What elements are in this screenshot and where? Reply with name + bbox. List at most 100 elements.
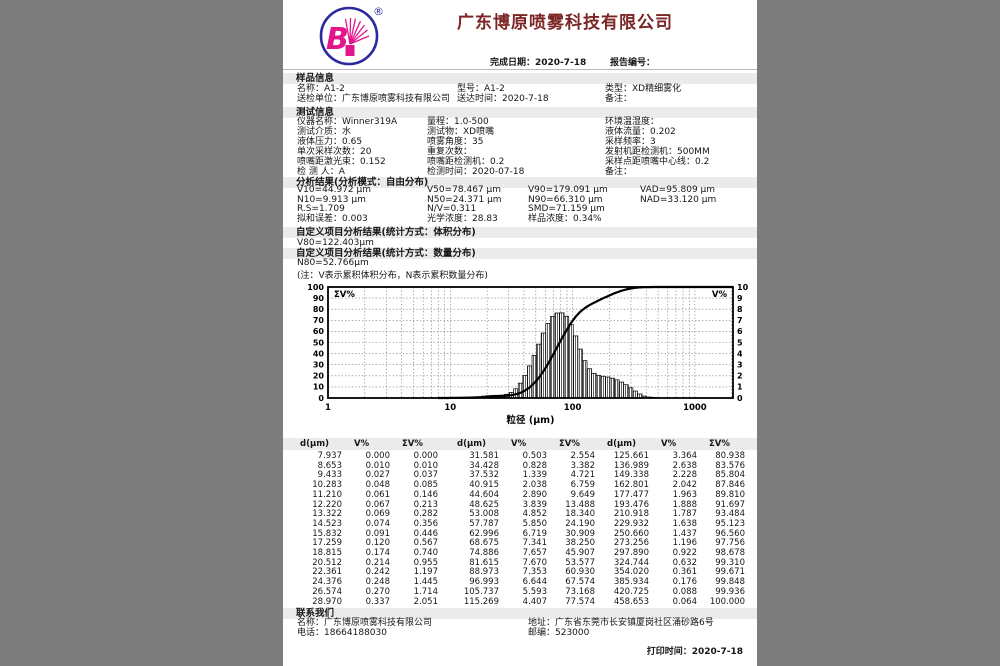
info-row: 测试介质：水 测试物：XD喷嘴 液体流量：0.202 bbox=[283, 127, 757, 137]
table-cell: 0.361 bbox=[672, 567, 697, 578]
table-cell: 7.657 bbox=[522, 548, 547, 558]
table-cell: 37.532 bbox=[469, 470, 499, 481]
right-axis-tick: 10 bbox=[737, 283, 749, 292]
table-cell: 40.915 bbox=[469, 480, 499, 491]
company-logo: B ® bbox=[319, 5, 384, 66]
table-cell: 2.638 bbox=[672, 460, 697, 471]
info-cell: N50=24.371 μm bbox=[427, 194, 502, 205]
x-axis-tick: 1000 bbox=[683, 403, 707, 413]
table-cell: 62.996 bbox=[469, 528, 499, 539]
table-cell: 81.615 bbox=[469, 557, 499, 568]
table-cell: 89.810 bbox=[715, 489, 745, 500]
table-cell: 0.567 bbox=[413, 538, 438, 549]
table-cell: 0.064 bbox=[672, 596, 697, 607]
table-cell: 0.010 bbox=[413, 460, 438, 471]
table-header-cell: V% bbox=[511, 439, 527, 449]
table-cell: 2.554 bbox=[570, 451, 595, 461]
table-row: 11.210 0.061 0.146 44.604 2.890 9.649 177.477 1… bbox=[283, 489, 757, 501]
info-row: 名称：广东博原喷雾科技有限公司 地址：广东省东莞市长安镇厦岗社区涌砂路6号 bbox=[283, 618, 757, 628]
table-cell: 0.000 bbox=[365, 451, 390, 461]
section-title-analysis: 分析结果(分析模式：自由分布) bbox=[283, 177, 757, 188]
table-cell: 38.250 bbox=[565, 538, 595, 549]
x-axis-tick: 10 bbox=[444, 403, 456, 413]
spray-fan-icon bbox=[344, 17, 370, 45]
table-cell: 3.839 bbox=[522, 499, 547, 510]
table-cell: 0.048 bbox=[365, 480, 390, 491]
table-cell: 93.484 bbox=[715, 509, 745, 520]
table-row: 13.322 0.069 0.282 53.008 4.852 18.340 210.918… bbox=[283, 510, 757, 520]
left-axis-tick: 90 bbox=[313, 294, 325, 303]
table-cell: 0.027 bbox=[365, 470, 390, 481]
table-header-cell: ΣV% bbox=[709, 439, 730, 449]
table-cell: 100.000 bbox=[709, 596, 745, 607]
table-cell: 0.069 bbox=[365, 509, 390, 520]
table-cell: 0.337 bbox=[365, 596, 390, 607]
info-row: 电话：18664188030 邮编：523000 bbox=[283, 628, 757, 638]
nozzle-icon bbox=[345, 45, 355, 56]
section-title-test-info: 测试信息 bbox=[283, 107, 757, 118]
left-axis-tick: 40 bbox=[313, 349, 325, 358]
table-cell: 10.283 bbox=[312, 480, 342, 491]
table-cell: 2.051 bbox=[413, 596, 438, 607]
table-row: 15.832 0.091 0.446 62.996 6.719 30.909 250.660… bbox=[283, 528, 757, 540]
table-header-cell: d(μm) bbox=[607, 439, 636, 449]
print-time: 打印时间：2020-7-18 bbox=[646, 647, 743, 657]
table-cell: 74.886 bbox=[469, 548, 499, 558]
right-axis-tick: 2 bbox=[737, 372, 743, 381]
table-cell: 99.848 bbox=[715, 577, 745, 588]
info-cell: 环境温湿度： bbox=[605, 117, 660, 127]
right-axis-tick: 5 bbox=[737, 338, 743, 347]
table-cell: 0.120 bbox=[365, 538, 390, 549]
table-cell: 0.074 bbox=[365, 518, 390, 529]
table-cell: 83.576 bbox=[715, 460, 745, 471]
table-cell: 0.176 bbox=[672, 577, 697, 588]
table-cell: 80.938 bbox=[715, 451, 745, 461]
table-cell: 1.888 bbox=[672, 499, 697, 510]
v80-value: V80=122.403μm bbox=[297, 238, 374, 248]
info-row: 液体压力：0.65 喷雾角度：35 采样频率：3 bbox=[283, 137, 757, 147]
table-header-cell: ΣV% bbox=[559, 439, 580, 449]
info-cell: 发射机距检测机：500MM bbox=[605, 147, 710, 157]
table-cell: 5.850 bbox=[522, 518, 547, 529]
table-cell: 24.190 bbox=[565, 518, 595, 529]
table-cell: 13.322 bbox=[312, 509, 342, 520]
table-cell: 9.433 bbox=[317, 470, 342, 481]
table-cell: 297.890 bbox=[613, 548, 649, 558]
table-cell: 1.714 bbox=[413, 586, 438, 597]
table-header-cell: d(μm) bbox=[457, 439, 486, 449]
logo-letter: B bbox=[326, 22, 349, 57]
table-cell: 193.476 bbox=[613, 499, 649, 510]
info-cell: N10=9.913 μm bbox=[297, 194, 366, 205]
table-cell: 34.428 bbox=[469, 460, 499, 471]
header-divider bbox=[283, 69, 757, 70]
table-cell: 5.593 bbox=[522, 586, 547, 597]
table-row: 18.815 0.174 0.740 74.886 7.657 45.907 297.890… bbox=[283, 548, 757, 559]
info-row: 拟和误差：0.003 光学浓度：28.83 样品浓度：0.34% bbox=[283, 214, 757, 225]
table-row: 12.220 0.067 0.213 48.625 3.839 13.488 193.476… bbox=[283, 499, 757, 511]
x-axis-title: 粒径 (μm) bbox=[507, 414, 555, 426]
table-cell: 385.934 bbox=[613, 577, 649, 588]
table-cell: 1.787 bbox=[672, 509, 697, 520]
table-cell: 22.361 bbox=[312, 567, 342, 578]
table-cell: 99.936 bbox=[715, 586, 745, 597]
table-cell: 0.242 bbox=[365, 567, 390, 578]
info-cell: 类型：XD精细雾化 bbox=[605, 84, 682, 94]
company-title: 广东博原喷雾科技有限公司 bbox=[457, 13, 673, 33]
table-cell: 1.437 bbox=[672, 528, 697, 539]
info-row: R.S=1.709 N/V=0.311 SMD=71.159 μm bbox=[283, 204, 757, 215]
table-cell: 0.214 bbox=[365, 557, 390, 568]
table-cell: 0.061 bbox=[365, 489, 390, 500]
table-cell: 4.852 bbox=[522, 509, 547, 520]
registered-mark-icon: ® bbox=[373, 5, 384, 18]
table-cell: 0.091 bbox=[365, 528, 390, 539]
table-cell: 95.123 bbox=[715, 518, 745, 529]
info-cell: 电话：18664188030 bbox=[297, 628, 387, 638]
table-cell: 28.970 bbox=[312, 596, 342, 607]
info-cell: 采样频率：3 bbox=[605, 137, 656, 147]
table-cell: 2.042 bbox=[672, 480, 697, 491]
table-cell: 68.675 bbox=[469, 538, 499, 549]
info-cell: 送达时间：2020-7-18 bbox=[457, 94, 549, 104]
table-cell: 77.574 bbox=[565, 596, 595, 607]
info-cell: V50=78.467 μm bbox=[427, 185, 501, 195]
distribution-table: d(μm) V% ΣV% d(μm) V% ΣV% d(μm) V% ΣV% 7.937 0.000… bbox=[283, 0, 757, 666]
